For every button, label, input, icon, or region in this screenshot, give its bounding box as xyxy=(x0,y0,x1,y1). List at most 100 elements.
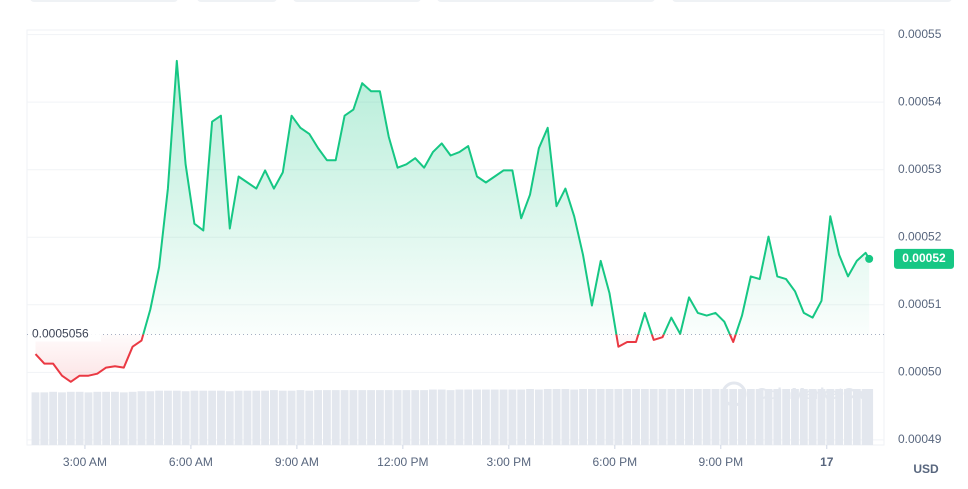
volume-bar xyxy=(632,389,640,445)
volume-bar xyxy=(729,389,738,445)
volume-bar xyxy=(534,389,543,445)
volume-bar xyxy=(287,390,296,445)
volume-bar xyxy=(402,390,411,445)
volume-bar xyxy=(437,389,446,445)
toolbar-button[interactable] xyxy=(293,0,421,2)
volume-bar xyxy=(473,389,481,445)
volume-bar xyxy=(791,389,799,445)
current-price-box xyxy=(894,248,954,269)
volume-bar xyxy=(367,390,375,445)
volume-bar xyxy=(58,392,66,445)
x-tick-label: 3:00 PM xyxy=(486,455,531,469)
volume-bar xyxy=(826,389,835,445)
volume-bar xyxy=(755,389,764,445)
y-tick-label: 0.00050 xyxy=(898,365,942,379)
y-tick-label: 0.00054 xyxy=(898,94,942,108)
volume-bar xyxy=(579,389,587,445)
volume-bar xyxy=(490,389,499,445)
current-price-dot xyxy=(865,254,874,263)
toolbar-button[interactable] xyxy=(197,0,277,2)
x-tick-label: 6:00 PM xyxy=(592,455,637,469)
volume-bar xyxy=(799,389,808,445)
volume-bar xyxy=(66,391,75,445)
volume-bar xyxy=(773,389,782,445)
volume-bar xyxy=(711,389,720,445)
volume-bar xyxy=(420,390,428,445)
volume-bar xyxy=(517,389,526,445)
volume-bar xyxy=(146,391,155,445)
toolbar-button[interactable] xyxy=(30,0,178,2)
baseline-label-bg xyxy=(29,325,101,342)
volume-bar xyxy=(614,389,623,445)
x-tick-label: 6:00 AM xyxy=(169,455,213,469)
volume-bar xyxy=(411,390,420,445)
y-unit: USD xyxy=(913,462,939,476)
volume-bar xyxy=(322,390,331,445)
volume-bar xyxy=(596,389,605,445)
volume-bar xyxy=(314,390,322,445)
volume-bar xyxy=(340,390,349,445)
volume-bar xyxy=(508,389,517,445)
volume-bar xyxy=(808,389,817,445)
volume-bar xyxy=(128,391,137,445)
volume-bar xyxy=(428,389,437,445)
volume-bar xyxy=(720,389,729,445)
x-tick-label: 9:00 AM xyxy=(275,455,319,469)
y-tick-label: 0.00053 xyxy=(898,162,942,176)
volume-bar xyxy=(199,390,208,445)
volume-bar xyxy=(208,390,217,445)
volume-bar xyxy=(782,389,791,445)
volume-bar xyxy=(393,390,402,445)
volume-bar xyxy=(481,389,490,445)
volume-bar xyxy=(561,389,570,445)
volume-bar xyxy=(75,391,84,445)
y-tick-label: 0.00055 xyxy=(898,27,942,41)
y-tick-label: 0.00049 xyxy=(898,432,942,446)
volume-bar xyxy=(278,390,287,445)
x-tick-label: 9:00 PM xyxy=(698,455,743,469)
current-price-label: 0.00052 xyxy=(902,251,946,265)
baseline-label: 0.0005056 xyxy=(32,327,89,341)
volume-bar xyxy=(552,389,561,445)
volume-bar xyxy=(464,389,473,445)
volume-bar xyxy=(499,389,508,445)
volume-bar xyxy=(676,389,685,445)
volume-bar xyxy=(738,389,746,445)
volume-bar xyxy=(225,391,234,445)
volume-bar xyxy=(164,390,172,445)
volume-bar xyxy=(261,390,270,445)
volume-bar xyxy=(234,390,243,445)
volume-bar xyxy=(270,390,278,445)
volume-bar xyxy=(658,389,667,445)
volume-bar xyxy=(111,391,119,445)
volume-bar xyxy=(190,390,199,445)
y-tick-label: 0.00051 xyxy=(898,297,942,311)
volume-bar xyxy=(623,389,632,445)
toolbar-button[interactable] xyxy=(437,0,655,2)
volume-bar xyxy=(605,389,614,445)
volume-bar xyxy=(305,390,314,445)
volume-bar xyxy=(119,392,128,445)
volume-bar xyxy=(384,390,393,445)
volume-bar xyxy=(844,389,852,445)
volume-bar xyxy=(172,390,181,445)
volume-bar xyxy=(587,389,596,445)
y-tick-label: 0.00052 xyxy=(898,229,942,243)
volume-bar xyxy=(455,389,464,445)
volume-bar xyxy=(137,391,146,445)
volume-bar xyxy=(217,390,225,445)
volume-bar xyxy=(570,389,579,445)
volume-bar xyxy=(835,389,844,445)
toolbar-button[interactable] xyxy=(672,0,952,2)
volume-bar xyxy=(102,391,111,445)
volume-bar xyxy=(155,390,164,445)
volume-bar xyxy=(865,389,874,445)
volume-bar xyxy=(375,390,384,445)
volume-bar xyxy=(84,392,93,445)
volume-bar xyxy=(649,389,658,445)
x-tick-label: 17 xyxy=(820,455,834,469)
volume-bar xyxy=(667,389,676,445)
x-tick-label: 3:00 AM xyxy=(63,455,107,469)
volume-bar xyxy=(358,390,367,445)
